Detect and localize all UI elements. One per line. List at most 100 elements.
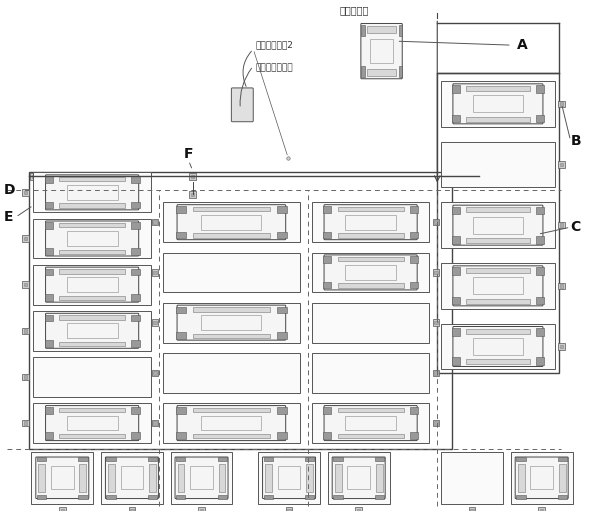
Bar: [202, 315, 262, 330]
Bar: [470, 509, 474, 512]
Bar: [176, 206, 185, 213]
FancyBboxPatch shape: [46, 313, 139, 348]
Bar: [45, 269, 53, 275]
Bar: [323, 231, 331, 238]
FancyBboxPatch shape: [263, 457, 316, 499]
Bar: [24, 421, 27, 425]
Bar: [367, 69, 396, 76]
Bar: [152, 219, 158, 225]
Bar: [176, 231, 185, 238]
Bar: [452, 115, 460, 122]
Bar: [67, 278, 118, 292]
Bar: [536, 296, 544, 304]
Bar: [376, 464, 383, 492]
Bar: [131, 433, 140, 439]
Bar: [59, 408, 125, 412]
Bar: [277, 206, 287, 213]
Bar: [560, 163, 563, 166]
Bar: [312, 353, 429, 393]
Bar: [193, 307, 270, 312]
Bar: [199, 507, 205, 512]
Bar: [536, 236, 544, 244]
Bar: [45, 294, 53, 301]
Bar: [312, 202, 429, 242]
Bar: [59, 177, 125, 181]
Bar: [176, 407, 185, 414]
Bar: [466, 207, 530, 212]
Bar: [560, 345, 563, 348]
Bar: [540, 509, 544, 512]
Bar: [559, 222, 565, 228]
FancyBboxPatch shape: [232, 88, 253, 122]
Bar: [178, 464, 184, 492]
Bar: [59, 203, 125, 208]
Bar: [306, 464, 313, 492]
Bar: [191, 193, 194, 196]
Bar: [34, 311, 151, 351]
Bar: [152, 370, 158, 376]
Bar: [433, 219, 439, 225]
Bar: [265, 464, 272, 492]
Bar: [176, 307, 185, 313]
Bar: [452, 357, 460, 365]
Bar: [153, 371, 157, 375]
Bar: [59, 295, 125, 300]
Text: B: B: [571, 134, 581, 147]
Bar: [410, 282, 418, 288]
Bar: [22, 235, 29, 242]
Bar: [433, 420, 439, 426]
Bar: [193, 334, 270, 338]
Bar: [452, 207, 460, 215]
Bar: [433, 269, 439, 275]
Bar: [434, 321, 438, 325]
Bar: [176, 495, 185, 499]
Bar: [32, 175, 35, 178]
Bar: [67, 416, 118, 431]
Bar: [466, 298, 530, 304]
Bar: [131, 269, 140, 275]
Bar: [163, 353, 300, 393]
FancyBboxPatch shape: [332, 457, 385, 499]
Bar: [433, 370, 439, 376]
Bar: [466, 238, 530, 243]
Bar: [45, 407, 53, 414]
Bar: [355, 507, 362, 512]
Bar: [130, 509, 134, 512]
Bar: [202, 215, 262, 229]
Bar: [67, 185, 118, 200]
Bar: [560, 102, 563, 105]
Bar: [31, 452, 93, 504]
Bar: [559, 343, 565, 350]
Bar: [45, 340, 53, 347]
Bar: [558, 495, 567, 499]
Bar: [441, 81, 554, 126]
Bar: [277, 433, 287, 439]
Bar: [153, 220, 157, 224]
Bar: [560, 223, 563, 227]
Bar: [469, 507, 475, 512]
Bar: [559, 464, 566, 492]
FancyBboxPatch shape: [453, 327, 543, 367]
Bar: [536, 267, 544, 275]
Bar: [434, 271, 438, 274]
Bar: [22, 374, 29, 380]
Bar: [452, 267, 460, 275]
FancyBboxPatch shape: [36, 457, 89, 499]
Bar: [44, 175, 47, 178]
Bar: [42, 173, 49, 180]
Bar: [323, 206, 331, 213]
FancyBboxPatch shape: [453, 205, 543, 245]
Bar: [121, 466, 143, 489]
Bar: [433, 319, 439, 326]
Bar: [466, 117, 530, 121]
Text: C: C: [571, 220, 581, 234]
Bar: [45, 202, 53, 208]
Bar: [278, 466, 301, 489]
Bar: [277, 407, 287, 414]
Bar: [191, 175, 194, 178]
Bar: [37, 457, 46, 460]
Bar: [345, 215, 396, 229]
Bar: [338, 408, 404, 412]
Bar: [286, 507, 292, 512]
Bar: [193, 434, 270, 438]
